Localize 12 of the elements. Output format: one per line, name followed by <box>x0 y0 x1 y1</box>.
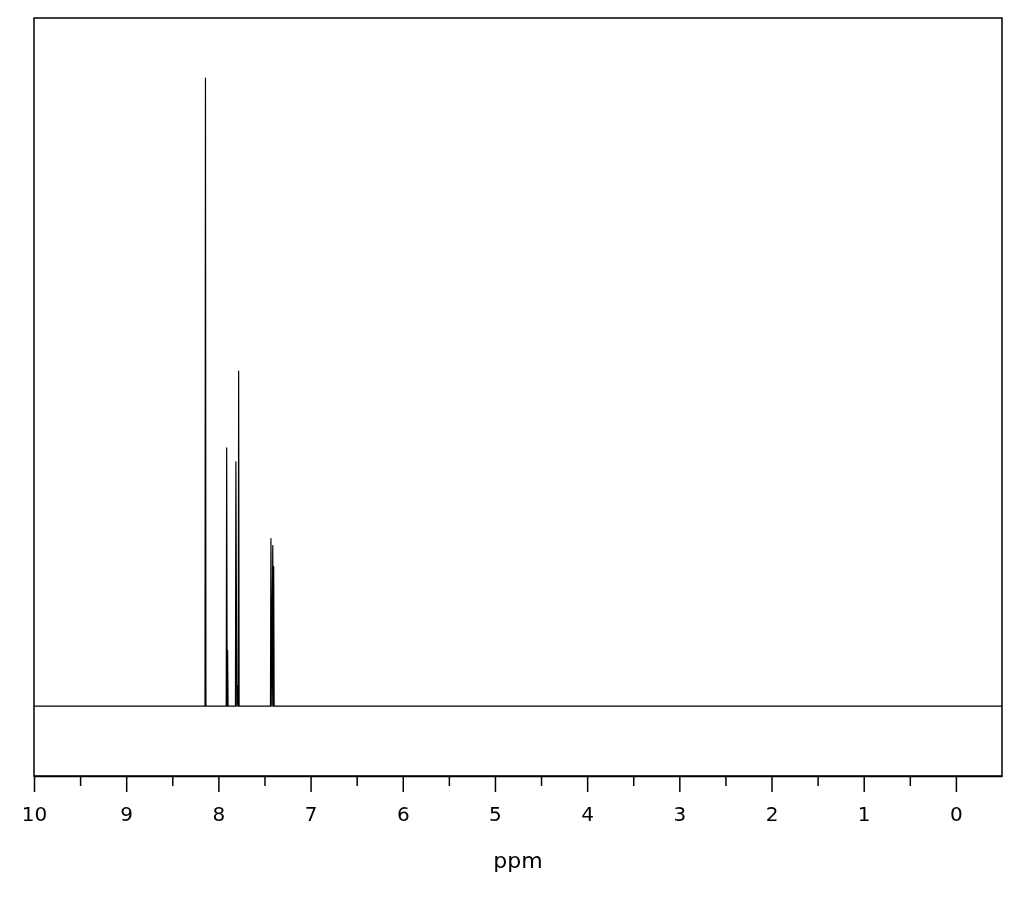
x-tick-label: 2 <box>765 802 779 826</box>
x-tick-label: 4 <box>581 802 595 826</box>
x-tick-label: 1 <box>857 802 871 826</box>
x-axis-title: ppm <box>493 848 543 873</box>
x-tick-label: 6 <box>396 802 410 826</box>
x-tick-label: 3 <box>673 802 687 826</box>
x-tick-label: 5 <box>489 802 502 826</box>
x-tick-label: 8 <box>212 802 226 826</box>
x-tick-label: 7 <box>304 802 318 826</box>
x-tick-label: 0 <box>950 802 963 826</box>
x-tick-label: 9 <box>120 802 134 826</box>
x-tick-label: 10 <box>21 802 48 826</box>
